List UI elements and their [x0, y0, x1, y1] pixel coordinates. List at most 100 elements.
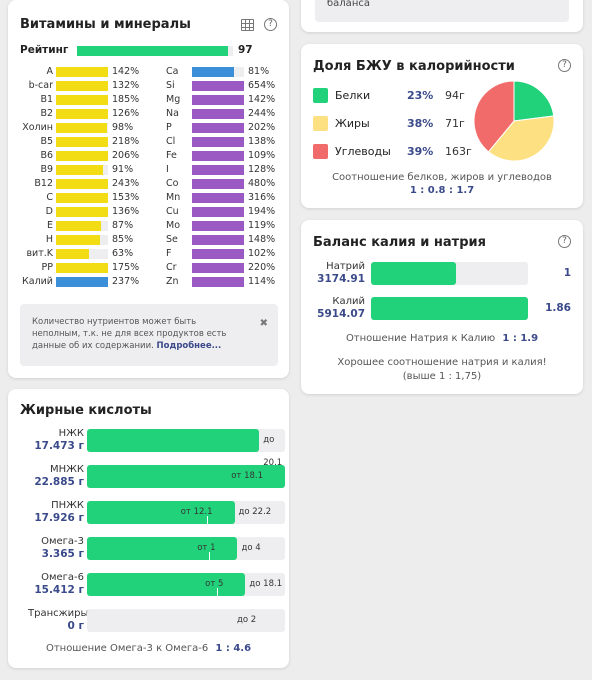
vitamin-track [56, 277, 108, 287]
mineral-name: P [166, 122, 172, 133]
mineral-row: Mn 316% [166, 192, 286, 204]
vitamin-row: C 153% [8, 192, 148, 204]
vitamin-track [56, 221, 108, 231]
help-icon[interactable]: ? [558, 235, 571, 248]
pfc-grams: 71г [445, 117, 465, 130]
fatty-acid-bar [87, 537, 238, 560]
fatty-acid-max-label: до 2 [237, 615, 257, 625]
pie-slice-1[interactable] [513, 80, 555, 122]
mineral-percent: 142% [248, 94, 276, 105]
vitamin-name: Калий [22, 276, 53, 287]
vitamin-track [56, 179, 108, 189]
vitamin-row: D 136% [8, 206, 148, 218]
kna-name: Натрий [326, 261, 365, 272]
fatty-acid-bar [87, 465, 285, 488]
mineral-track [192, 277, 244, 287]
fatty-acid-value: 22.885 г [34, 476, 84, 488]
pie-slice-2[interactable] [487, 115, 555, 162]
vitamin-percent: 153% [112, 192, 140, 203]
fatty-acid-label: Омега-6 15.412 г [28, 572, 84, 596]
mineral-bar [192, 193, 244, 203]
vitamin-bar [56, 123, 107, 133]
nutrient-note: Количество нутриентов может быть неполны… [20, 304, 278, 366]
fatty-acid-track: от 1 до 4 [87, 537, 285, 560]
table-icon[interactable] [241, 19, 254, 31]
mineral-row: I 128% [166, 164, 286, 176]
mineral-name: Co [166, 178, 179, 189]
vitamin-percent: 142% [112, 66, 140, 77]
omega-ratio: Отношение Омега-3 к Омега-6 1 : 4.6 [8, 643, 289, 654]
pfc-name: Жиры [335, 117, 370, 130]
fatty-acid-bar [87, 573, 246, 596]
mineral-name: Mo [166, 220, 181, 231]
fatty-acid-min-tick [206, 516, 208, 524]
vitamin-bar [56, 165, 104, 175]
vitamin-bar [56, 179, 108, 189]
mineral-bar [192, 151, 244, 161]
vitamin-track [56, 263, 108, 273]
vitamin-name: B6 [40, 150, 53, 161]
rating-label: Рейтинг [20, 44, 69, 56]
potassium-sodium-card: Баланс калия и натрия ? Натрий 3174.91 1 Ка… [301, 220, 583, 394]
vitamin-track [56, 151, 108, 161]
pfc-name: Белки [335, 89, 371, 102]
fatty-acids-card: Жирные кислоты НЖК 17.473 г до 20.1 МНЖК 22.… [8, 389, 289, 668]
mineral-bar [192, 277, 244, 287]
mineral-row: P 202% [166, 122, 286, 134]
mineral-percent: 244% [248, 108, 276, 119]
vitamins-card: Витамины и минералы ? Рейтинг 97 A 142% b-… [8, 0, 289, 378]
mineral-row: Cl 138% [166, 136, 286, 148]
vitamin-row: H 85% [8, 234, 148, 246]
vitamin-track [56, 81, 108, 91]
rating-value: 97 [238, 44, 253, 56]
mineral-percent: 81% [248, 66, 270, 77]
mineral-row: Cr 220% [166, 262, 286, 274]
mineral-bar [192, 81, 244, 91]
pie-slice-3[interactable] [473, 80, 515, 153]
fatty-acid-name: МНЖК [49, 464, 84, 475]
fatty-acids-list: НЖК 17.473 г до 20.1 МНЖК 22.885 г от 18.1 ПНЖ… [8, 389, 289, 632]
vitamin-name: D [45, 206, 53, 217]
mineral-row: Fe 109% [166, 150, 286, 162]
vitamin-percent: 237% [112, 276, 140, 287]
help-icon[interactable]: ? [264, 18, 277, 31]
vitamin-track [56, 109, 108, 119]
mineral-bar [192, 123, 244, 133]
close-icon[interactable]: ✖ [259, 318, 268, 329]
fatty-acid-track: от 5 до 18.1 [87, 573, 285, 596]
note-more-link[interactable]: Подробнее... [156, 341, 222, 351]
vitamin-bar [56, 151, 108, 161]
vitamin-name: вит.K [26, 248, 53, 259]
mineral-percent: 102% [248, 248, 276, 259]
vitamin-bar [56, 137, 108, 147]
kna-value: 3174.91 [317, 273, 365, 285]
kna-track [371, 262, 528, 285]
fatty-acid-max-label: до 22.2 [238, 507, 272, 517]
vitamin-row: E 87% [8, 220, 148, 232]
help-icon[interactable]: ? [558, 59, 571, 72]
vitamin-bar [56, 95, 108, 105]
vitamin-row: B5 218% [8, 136, 148, 148]
mineral-track [192, 95, 244, 105]
vitamin-percent: 85% [112, 234, 134, 245]
fatty-acid-name: НЖК [58, 428, 84, 439]
kna-label: Калий 5914.07 [309, 296, 365, 320]
mineral-name: Cl [166, 136, 176, 147]
mineral-name: Zn [166, 276, 179, 287]
vitamin-percent: 132% [112, 80, 140, 91]
vitamin-percent: 98% [112, 122, 134, 133]
fatty-acids-title: Жирные кислоты [20, 403, 152, 418]
kna-label: Натрий 3174.91 [309, 261, 365, 285]
kna-ratio-value: 1 : 1.9 [502, 333, 539, 344]
mineral-name: Mn [166, 192, 181, 203]
vitamin-row: Калий 237% [8, 276, 148, 288]
vitamin-track [56, 67, 108, 77]
vitamin-percent: 91% [112, 164, 134, 175]
kna-bar [371, 297, 528, 320]
rating-row: Рейтинг 97 [20, 44, 280, 58]
mineral-track [192, 81, 244, 91]
kna-message: Хорошее соотношение натрия и калия! (выш… [337, 357, 547, 382]
mineral-percent: 202% [248, 122, 276, 133]
mineral-track [192, 193, 244, 203]
rating-bar [77, 46, 229, 56]
